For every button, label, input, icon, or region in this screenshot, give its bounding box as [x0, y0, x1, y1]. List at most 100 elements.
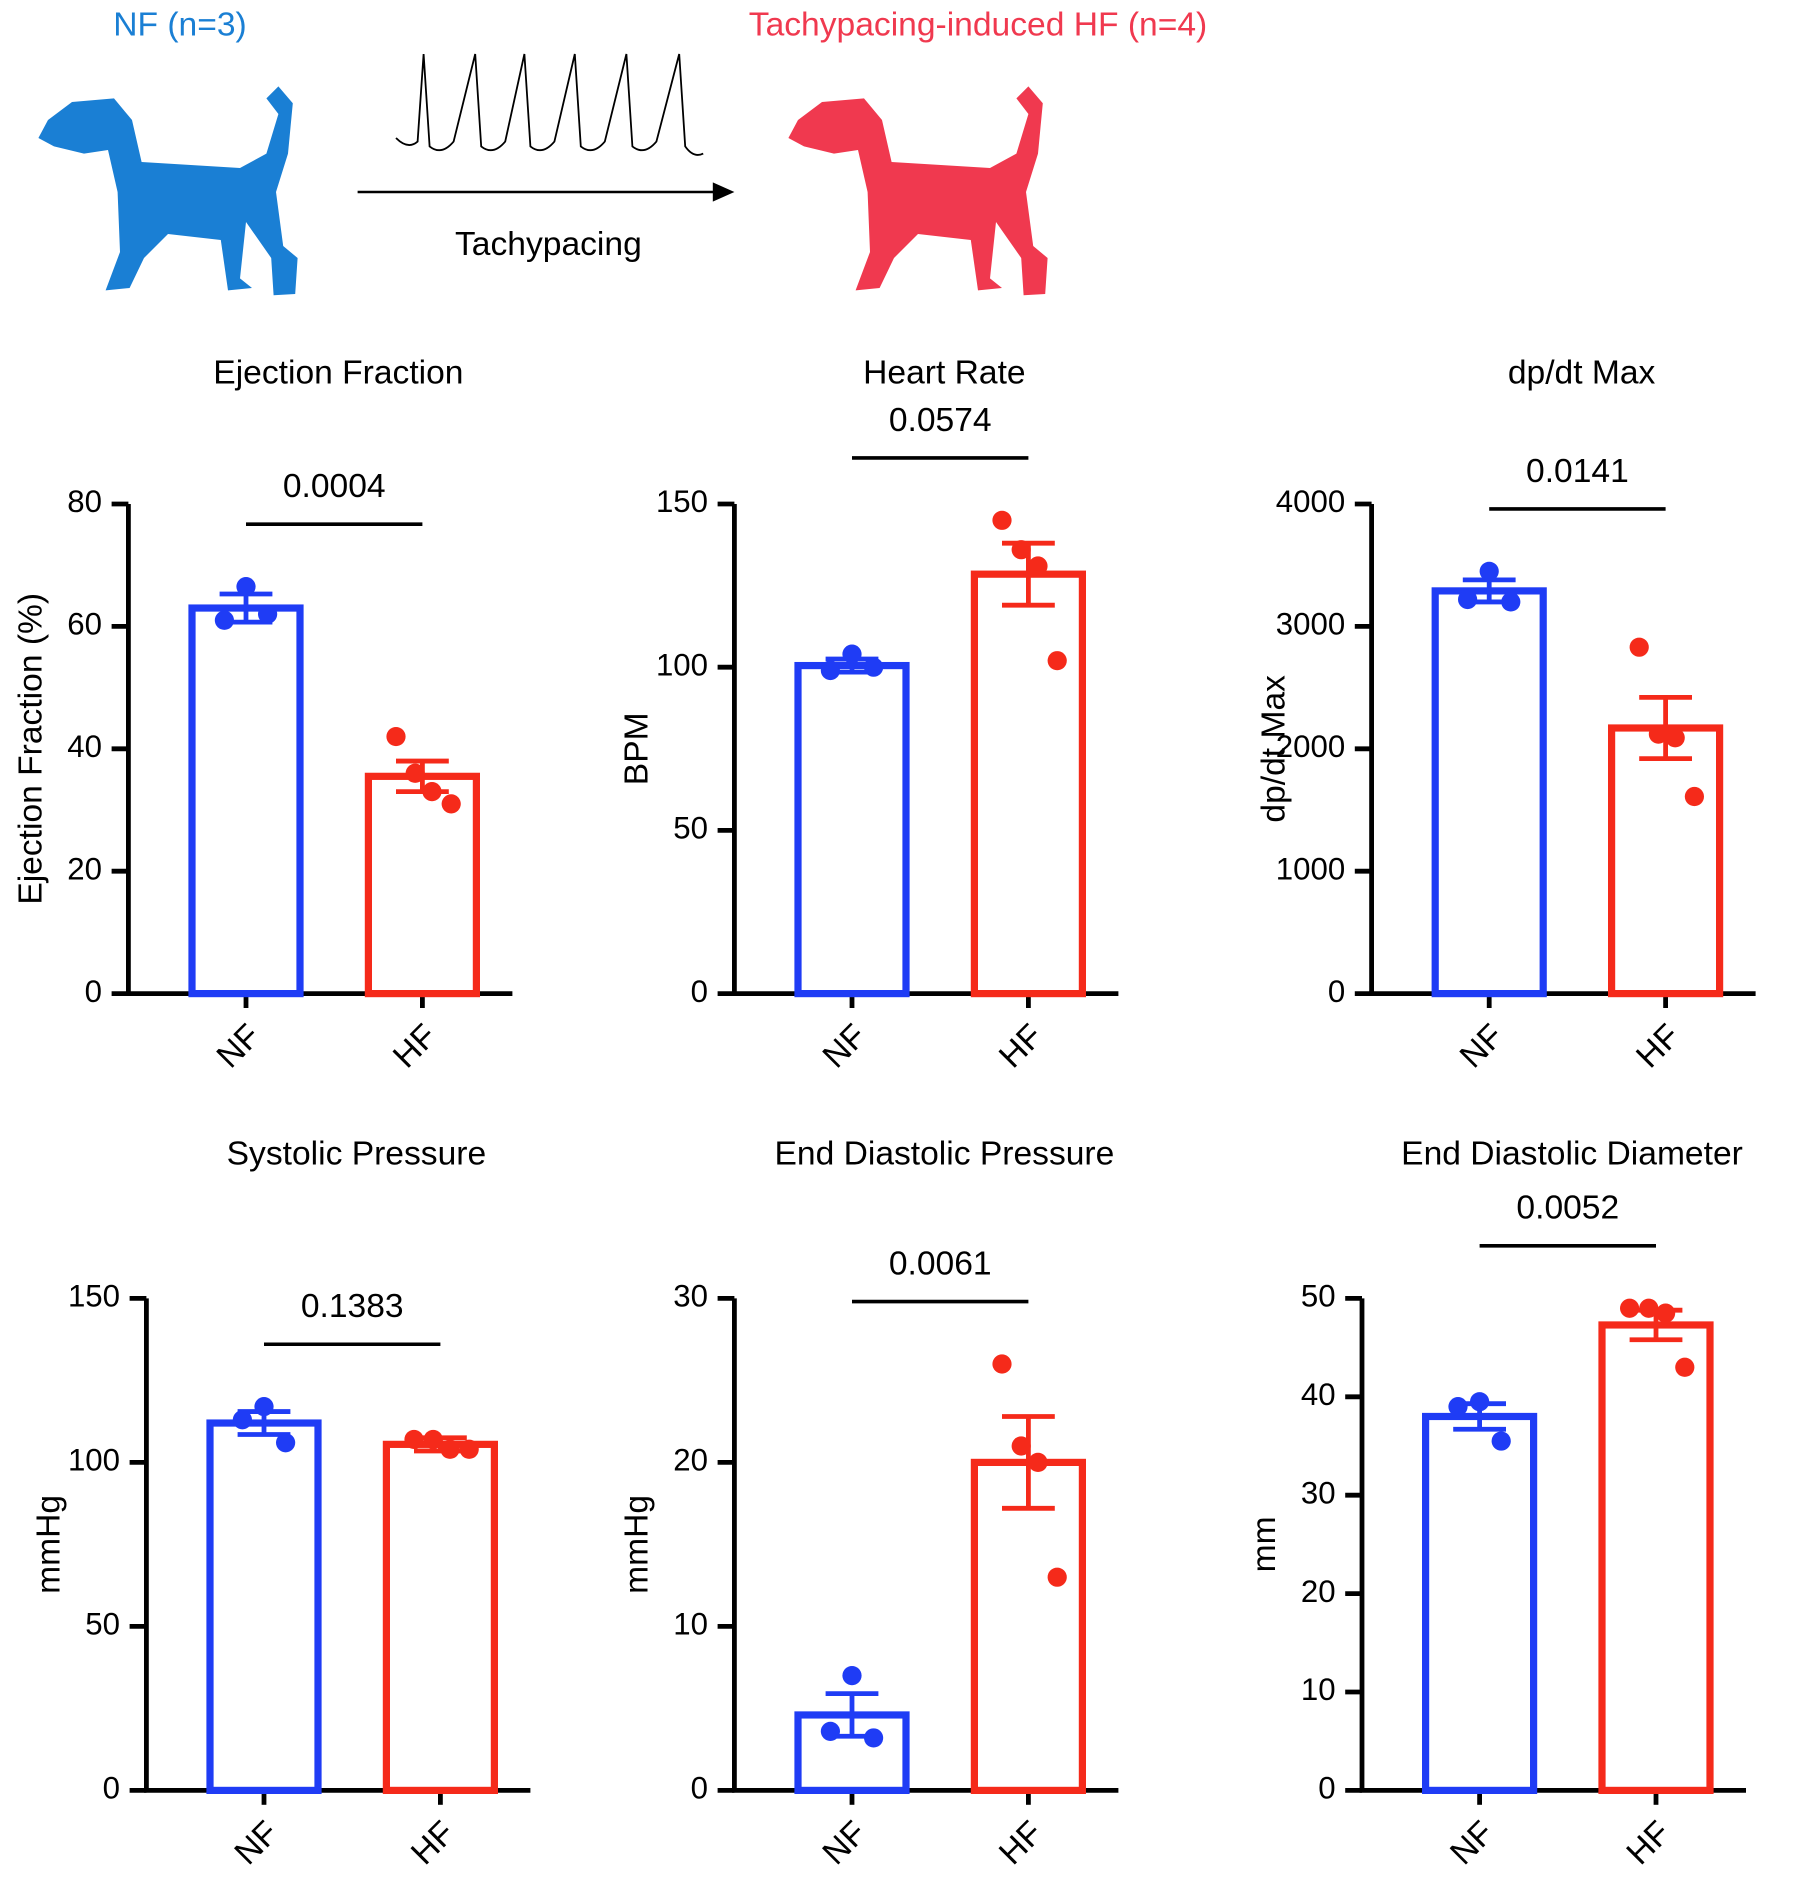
x-tick-label: HF: [1630, 1018, 1688, 1076]
y-tick-label: 0: [691, 974, 708, 1009]
chart-panel: End Diastolic Diameter 0 10 20 30 40 50 mm NF HF 0…: [1246, 1135, 1746, 1872]
p-value: 0.0004: [283, 468, 386, 505]
chart-title: End Diastolic Pressure: [774, 1135, 1114, 1172]
y-tick-label: 150: [656, 484, 708, 519]
y-tick-label: 0: [691, 1771, 708, 1806]
data-point: [422, 782, 442, 802]
chart-panel: Ejection Fraction 0 20 40 60 80 Ejection Fract…: [12, 354, 513, 1076]
y-tick-label: 100: [68, 1443, 120, 1478]
bar: [1608, 724, 1724, 998]
data-point: [440, 1439, 460, 1459]
y-axis-label: mm: [1246, 1516, 1283, 1572]
y-axis-label: BPM: [618, 712, 655, 785]
y-tick-label: 150: [68, 1279, 120, 1314]
y-tick-label: 0: [1318, 1771, 1335, 1806]
x-tick-label: NF: [210, 1018, 268, 1076]
data-point: [1629, 637, 1649, 657]
bar: [794, 661, 910, 998]
bar: [1422, 1412, 1538, 1795]
y-tick-label: 30: [1301, 1475, 1336, 1510]
y-tick-label: 0: [85, 974, 102, 1009]
y-tick-label: 50: [1301, 1279, 1336, 1314]
data-point: [214, 610, 234, 630]
x-tick-label: NF: [1444, 1814, 1502, 1872]
y-tick-label: 60: [67, 607, 102, 642]
data-point: [1656, 1303, 1676, 1323]
bar: [382, 1440, 498, 1794]
arrow-label: Tachypacing: [455, 226, 642, 263]
chart-panel: Systolic Pressure 0 50 100 150 mmHg NF HF 0.1383: [30, 1135, 531, 1872]
y-tick-label: 100: [656, 647, 708, 682]
y-axis-label: mmHg: [30, 1495, 67, 1594]
data-point: [842, 644, 862, 664]
data-point: [258, 604, 278, 624]
data-point: [405, 763, 425, 783]
y-axis-label: dp/dt Max: [1255, 675, 1292, 823]
chart-panel: Heart Rate 0 50 100 150 BPM NF HF 0.0574: [618, 354, 1119, 1076]
x-tick-label: HF: [1620, 1814, 1678, 1872]
chart-panel: End Diastolic Pressure 0 10 20 30 mmHg NF HF 0.0…: [618, 1135, 1119, 1872]
data-point: [1458, 589, 1478, 610]
data-point: [232, 1410, 252, 1430]
data-point: [992, 510, 1012, 530]
bar: [970, 570, 1086, 998]
data-point: [1620, 1298, 1640, 1318]
data-point: [423, 1429, 443, 1450]
p-value: 0.0141: [1526, 453, 1629, 490]
y-tick-label: 10: [1301, 1672, 1336, 1707]
p-value: 0.0061: [889, 1245, 992, 1282]
data-point: [1011, 1436, 1031, 1456]
data-point: [1665, 728, 1685, 748]
dog-icon: [38, 86, 298, 296]
bar: [364, 772, 480, 998]
group-label: NF (n=3): [113, 6, 246, 43]
x-tick-label: NF: [228, 1814, 286, 1872]
y-tick-label: 40: [1301, 1377, 1336, 1412]
y-tick-label: 40: [67, 729, 102, 764]
data-point: [1684, 786, 1704, 807]
data-point: [441, 794, 461, 814]
p-value: 0.0052: [1516, 1190, 1619, 1227]
bar: [188, 604, 304, 998]
x-tick-label: NF: [1453, 1018, 1511, 1076]
x-tick-label: HF: [404, 1814, 462, 1872]
chart-title: dp/dt Max: [1508, 354, 1656, 391]
data-point: [1011, 540, 1031, 560]
data-point: [386, 726, 406, 747]
y-axis-label: Ejection Fraction (%): [12, 593, 49, 905]
chart-title: Heart Rate: [863, 354, 1025, 391]
data-point: [864, 1728, 884, 1748]
group-label: Tachypacing-induced HF (n=4): [749, 6, 1207, 43]
chart-title: End Diastolic Diameter: [1401, 1135, 1743, 1172]
data-point: [1470, 1392, 1490, 1412]
y-axis-label: mmHg: [618, 1495, 655, 1594]
data-point: [864, 657, 884, 677]
y-tick-label: 20: [67, 851, 102, 886]
bar: [206, 1419, 322, 1795]
data-point: [842, 1666, 862, 1686]
data-point: [1047, 651, 1067, 671]
ecg-trace: [395, 53, 704, 156]
y-tick-label: 80: [67, 484, 102, 519]
y-tick-label: 20: [673, 1443, 708, 1478]
x-tick-label: HF: [386, 1018, 444, 1076]
data-point: [1448, 1397, 1468, 1417]
data-point: [1501, 592, 1521, 612]
data-point: [404, 1429, 424, 1450]
chart-title: Systolic Pressure: [227, 1135, 486, 1172]
data-point: [236, 577, 256, 597]
y-tick-label: 1000: [1276, 851, 1345, 886]
data-point: [1491, 1431, 1511, 1451]
p-value: 0.1383: [301, 1288, 404, 1325]
data-point: [992, 1354, 1012, 1374]
y-tick-label: 2000: [1276, 729, 1345, 764]
y-tick-label: 3000: [1276, 607, 1345, 642]
y-tick-label: 30: [673, 1279, 708, 1314]
x-tick-label: HF: [992, 1018, 1050, 1076]
y-tick-label: 0: [1328, 974, 1345, 1009]
chart-panel: dp/dt Max 0 1000 2000 3000 4000 dp/dt Max NF HF 0…: [1255, 354, 1756, 1076]
y-tick-label: 20: [1301, 1574, 1336, 1609]
bar: [1431, 587, 1547, 998]
data-point: [1028, 556, 1048, 576]
